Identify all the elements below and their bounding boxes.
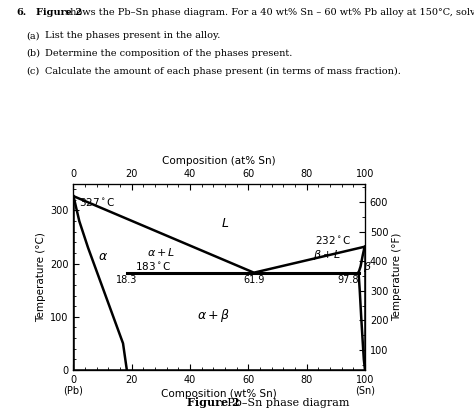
Text: Figure 2: Figure 2 [187, 397, 240, 408]
Text: $\alpha$: $\alpha$ [98, 250, 108, 263]
Text: 327$^\circ$C: 327$^\circ$C [79, 196, 116, 208]
Text: Determine the composition of the phases present.: Determine the composition of the phases … [45, 49, 292, 58]
Text: (Pb): (Pb) [64, 386, 83, 396]
Text: List the phases present in the alloy.: List the phases present in the alloy. [45, 31, 220, 41]
Text: (Sn): (Sn) [355, 386, 375, 396]
Y-axis label: Temperature (°F): Temperature (°F) [392, 233, 402, 321]
Text: (a): (a) [26, 31, 39, 41]
Text: 97.8: 97.8 [337, 275, 358, 285]
Text: $\alpha+L$: $\alpha+L$ [146, 246, 175, 257]
X-axis label: Composition (wt% Sn): Composition (wt% Sn) [161, 389, 277, 399]
Text: 232$^\circ$C: 232$^\circ$C [315, 234, 352, 245]
X-axis label: Composition (at% Sn): Composition (at% Sn) [163, 155, 276, 166]
Text: $\beta$: $\beta$ [363, 260, 372, 274]
Text: (b): (b) [26, 49, 40, 58]
Text: 183$^\circ$C: 183$^\circ$C [135, 260, 171, 272]
Text: Calculate the amount of each phase present (in terms of mass fraction).: Calculate the amount of each phase prese… [45, 66, 401, 76]
Text: $L$: $L$ [221, 217, 229, 230]
Text: (c): (c) [26, 66, 39, 76]
Text: shows the Pb–Sn phase diagram. For a 40 wt% Sn – 60 wt% Pb alloy at 150°C, solve: shows the Pb–Sn phase diagram. For a 40 … [62, 8, 474, 18]
Text: 18.3: 18.3 [116, 275, 137, 285]
Text: $\beta+L$: $\beta+L$ [313, 248, 341, 263]
Text: $\alpha+\beta$: $\alpha+\beta$ [197, 308, 230, 324]
Text: : Pb–Sn phase diagram: : Pb–Sn phase diagram [220, 398, 350, 408]
Text: Figure 2: Figure 2 [36, 8, 82, 18]
Text: Figure 2: Pb–Sn phase diagram: Figure 2: Pb–Sn phase diagram [0, 417, 1, 418]
Y-axis label: Temperature (°C): Temperature (°C) [36, 232, 46, 322]
Text: 6.: 6. [17, 8, 27, 18]
Text: 61.9: 61.9 [243, 275, 264, 285]
